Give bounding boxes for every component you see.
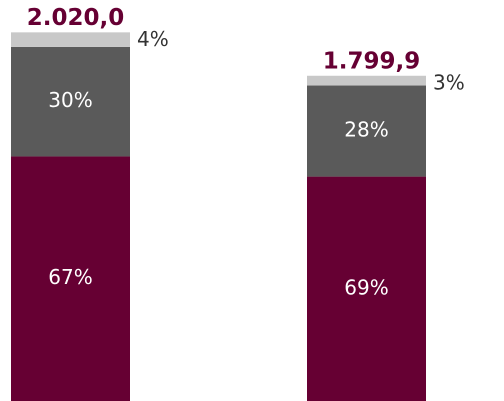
total-label: 1.799,9 [323,48,421,74]
bar-segment [307,75,426,86]
segment-label: 30% [48,88,92,112]
segment-label: 4% [137,27,169,51]
total-label: 2.020,0 [27,5,125,31]
segment-label: 28% [344,118,388,142]
bar-segment [11,156,130,401]
bar-segment [307,85,426,177]
bar-segment [11,46,130,157]
segment-label: 67% [48,265,92,289]
segment-label: 69% [344,275,388,299]
bar-segment [307,176,426,401]
bar-segment [11,32,130,47]
segment-label: 3% [433,70,465,94]
